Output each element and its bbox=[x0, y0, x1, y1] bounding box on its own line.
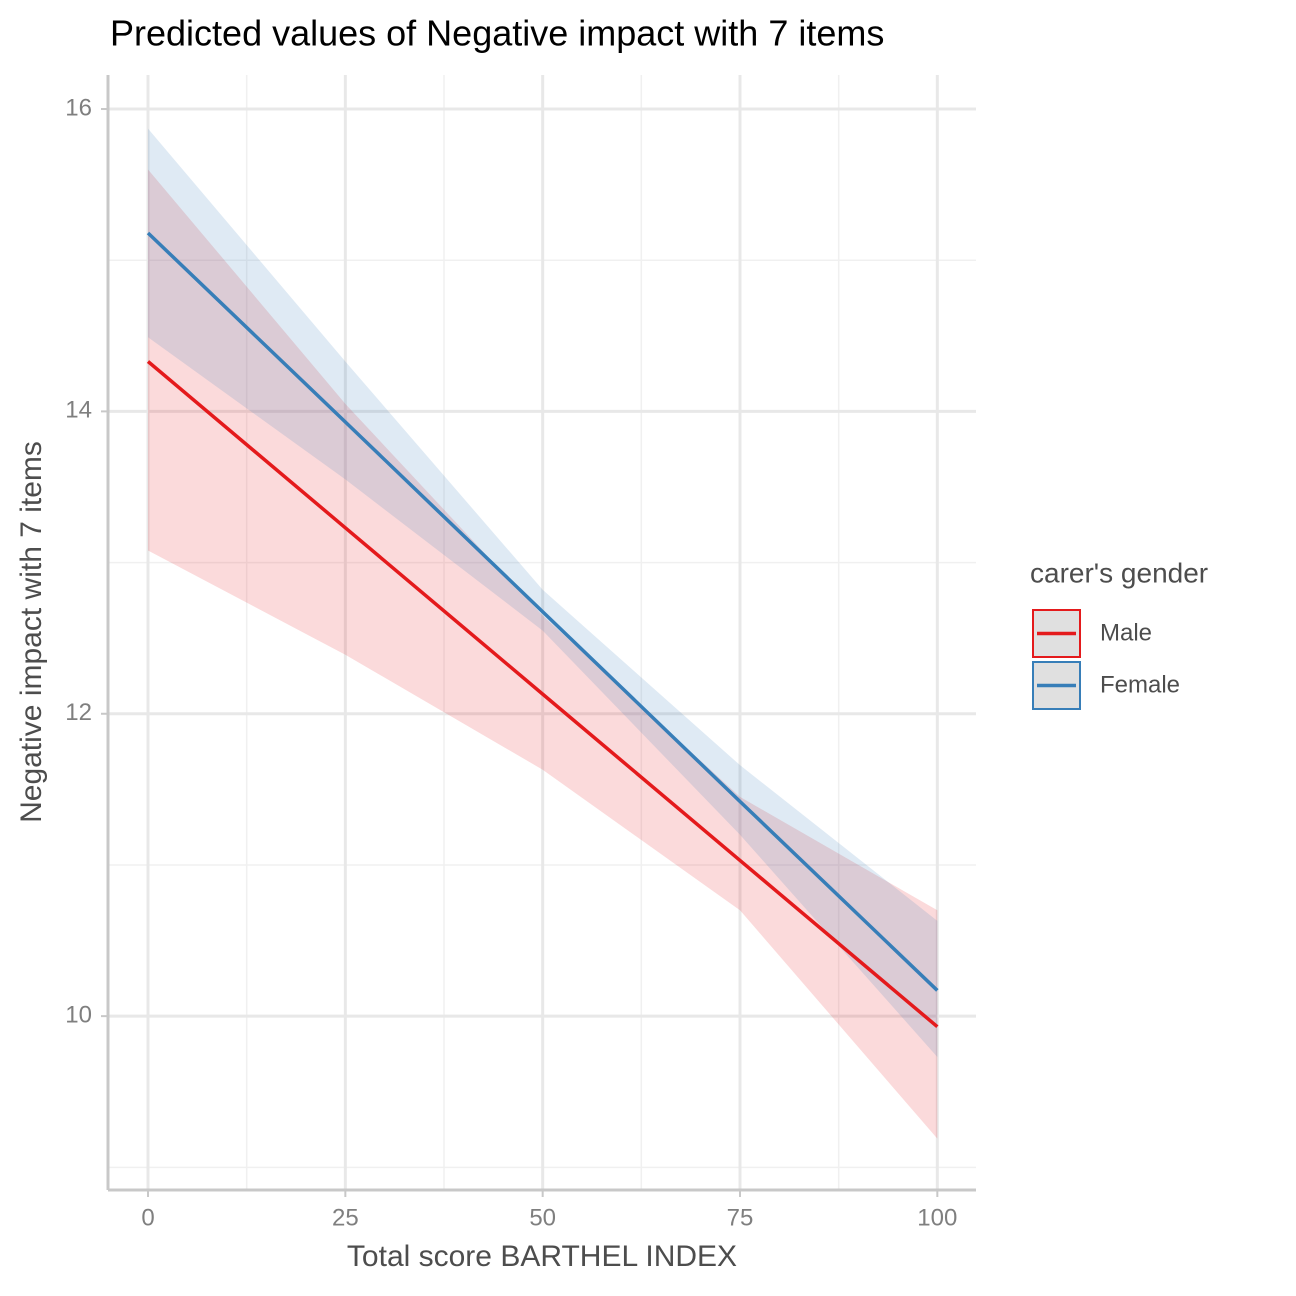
chart-title: Predicted values of Negative impact with… bbox=[110, 13, 884, 54]
y-tick-label: 14 bbox=[65, 397, 92, 424]
line bbox=[146, 231, 939, 992]
legend-label: Male bbox=[1100, 619, 1152, 646]
x-tick-label: 25 bbox=[332, 1204, 359, 1231]
y-tick-label: 16 bbox=[65, 94, 92, 121]
y-tick-label: 12 bbox=[65, 699, 92, 726]
x-tick-label: 75 bbox=[727, 1204, 754, 1231]
legend-label: Female bbox=[1100, 671, 1180, 698]
x-axis-label: Total score BARTHEL INDEX bbox=[347, 1240, 737, 1273]
confidence-band bbox=[148, 169, 938, 1139]
x-tick-label: 0 bbox=[141, 1204, 154, 1231]
legend-title: carer's gender bbox=[1030, 557, 1208, 588]
y-axis-label: Negative impact with 7 items bbox=[15, 441, 48, 823]
x-tick-label: 100 bbox=[917, 1204, 957, 1231]
confidence-band bbox=[148, 128, 938, 1057]
line bbox=[146, 360, 939, 1029]
x-tick-label: 50 bbox=[529, 1204, 556, 1231]
y-tick-label: 10 bbox=[65, 1001, 92, 1028]
